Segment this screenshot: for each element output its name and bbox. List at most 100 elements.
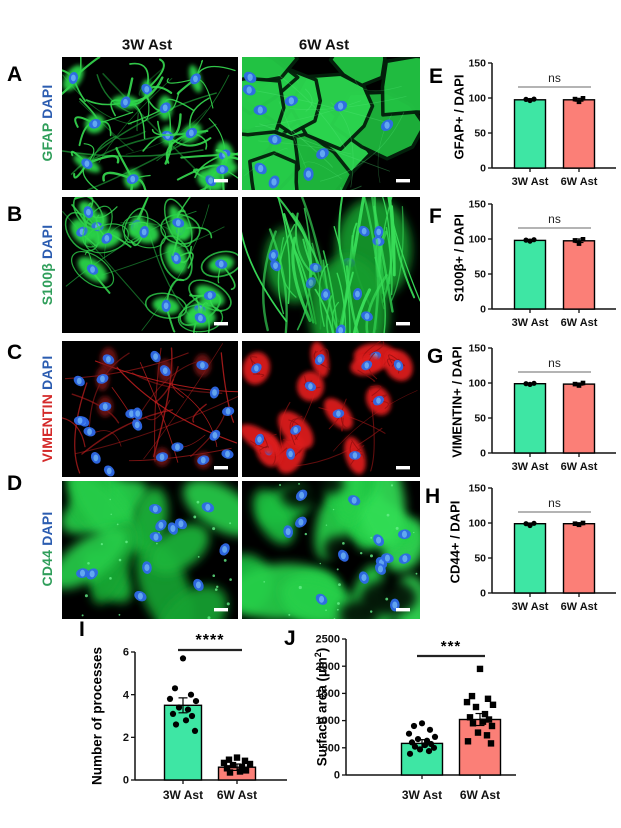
y-axis-label-s100b: S100β+ / DAPI xyxy=(451,214,467,302)
x-category-label: 3W Ast xyxy=(512,461,549,473)
y-axis-label-cd44: CD44+ / DAPI xyxy=(447,500,463,584)
panel-letter-d: D xyxy=(7,472,23,495)
chart-h-plot: 0 50 100 150 3W Ast 6W Ast ns xyxy=(468,483,616,613)
data-point xyxy=(430,744,438,751)
y-tick-label: 0 xyxy=(480,448,486,460)
x-category-label: 6W Ast xyxy=(561,317,598,329)
y-tick-label: 150 xyxy=(468,343,486,355)
data-point xyxy=(469,720,477,727)
data-point xyxy=(523,381,529,387)
scale-bar xyxy=(214,179,228,183)
data-point xyxy=(414,736,422,743)
data-point xyxy=(468,692,476,700)
data-point xyxy=(236,768,244,775)
data-point xyxy=(479,718,487,725)
data-point xyxy=(489,701,497,708)
data-point xyxy=(484,695,492,702)
y-tick-label: 50 xyxy=(474,269,486,281)
row-label-s100b-dapi: S100β DAPI xyxy=(39,225,55,306)
data-point xyxy=(523,237,529,243)
micro-image-gfap-6w-ast xyxy=(242,57,420,190)
data-point xyxy=(184,706,192,713)
counterstain-label: DAPI xyxy=(39,511,55,546)
data-point xyxy=(225,756,233,763)
data-point xyxy=(476,665,484,673)
y-tick-label: 1000 xyxy=(316,715,340,727)
data-point xyxy=(411,743,419,750)
scale-bar xyxy=(214,608,228,612)
data-point xyxy=(223,765,231,772)
data-point xyxy=(431,733,439,740)
data-point xyxy=(233,754,241,761)
data-point xyxy=(418,720,426,727)
bar-3w-ast xyxy=(513,523,547,594)
data-point xyxy=(226,769,234,776)
data-point xyxy=(483,732,491,739)
chart-i-plot: 0 2 4 6 3W Ast 6W Ast **** xyxy=(123,632,287,802)
data-point xyxy=(410,722,418,730)
x-category-label: 3W Ast xyxy=(512,317,549,329)
data-point xyxy=(421,742,429,749)
y-tick-label: 0 xyxy=(480,163,486,175)
y-tick-label: 0 xyxy=(123,775,129,787)
y-tick-label: 100 xyxy=(468,378,486,390)
data-point xyxy=(464,738,472,745)
data-point xyxy=(191,727,199,734)
data-point xyxy=(531,96,537,102)
significance-label: ns xyxy=(548,212,561,226)
data-point xyxy=(531,237,537,243)
data-point xyxy=(580,520,586,526)
data-point xyxy=(485,716,493,723)
data-point xyxy=(576,241,582,246)
data-point xyxy=(580,96,586,101)
data-point xyxy=(572,381,578,387)
data-point xyxy=(169,710,177,717)
data-point xyxy=(466,714,474,721)
data-point xyxy=(531,520,537,526)
y-tick-label: 6 xyxy=(123,647,129,659)
data-point xyxy=(182,717,190,724)
significance-label: ns xyxy=(548,71,561,85)
data-point xyxy=(580,237,586,242)
data-point xyxy=(425,748,433,755)
micro-image-cd44-6w-ast xyxy=(242,481,420,619)
x-category-label: 3W Ast xyxy=(163,788,203,802)
y-tick-label: 2000 xyxy=(316,661,340,673)
y-tick-label: 150 xyxy=(468,199,486,211)
data-point xyxy=(576,522,582,528)
panel-letter-b: B xyxy=(7,203,23,226)
row-label-gfap-dapi: GFAP DAPI xyxy=(39,84,55,161)
data-point xyxy=(405,730,413,737)
y-tick-label: 100 xyxy=(468,518,486,530)
data-point xyxy=(527,381,533,387)
data-point xyxy=(416,746,424,753)
scale-bar xyxy=(396,322,410,326)
data-point xyxy=(572,238,578,243)
counterstain-label: DAPI xyxy=(39,84,55,119)
y-axis-label-processes: Number of processes xyxy=(89,646,105,786)
counterstain-label: DAPI xyxy=(39,224,55,259)
x-category-label: 6W Ast xyxy=(561,176,598,188)
scale-bar xyxy=(214,322,228,326)
y-tick-label: 500 xyxy=(322,742,340,754)
x-category-label: 6W Ast xyxy=(561,461,598,473)
y-tick-label: 100 xyxy=(468,93,486,105)
x-category-label: 3W Ast xyxy=(512,601,549,613)
data-point xyxy=(487,740,495,747)
data-point xyxy=(166,695,174,702)
data-point xyxy=(171,685,179,692)
x-category-label: 6W Ast xyxy=(460,788,500,802)
bar-3w-ast xyxy=(163,704,203,781)
y-tick-label: 150 xyxy=(468,58,486,70)
significance-label: *** xyxy=(441,638,462,655)
y-tick-label: 4 xyxy=(123,689,130,701)
data-point xyxy=(531,380,537,386)
marker-label: CD44 xyxy=(39,549,55,587)
data-point xyxy=(179,655,187,662)
data-point xyxy=(527,97,533,104)
scale-bar xyxy=(214,466,228,470)
data-point xyxy=(481,710,489,718)
data-point xyxy=(220,759,228,767)
panel-letter-c: C xyxy=(7,341,23,364)
scale-bar xyxy=(396,179,410,183)
